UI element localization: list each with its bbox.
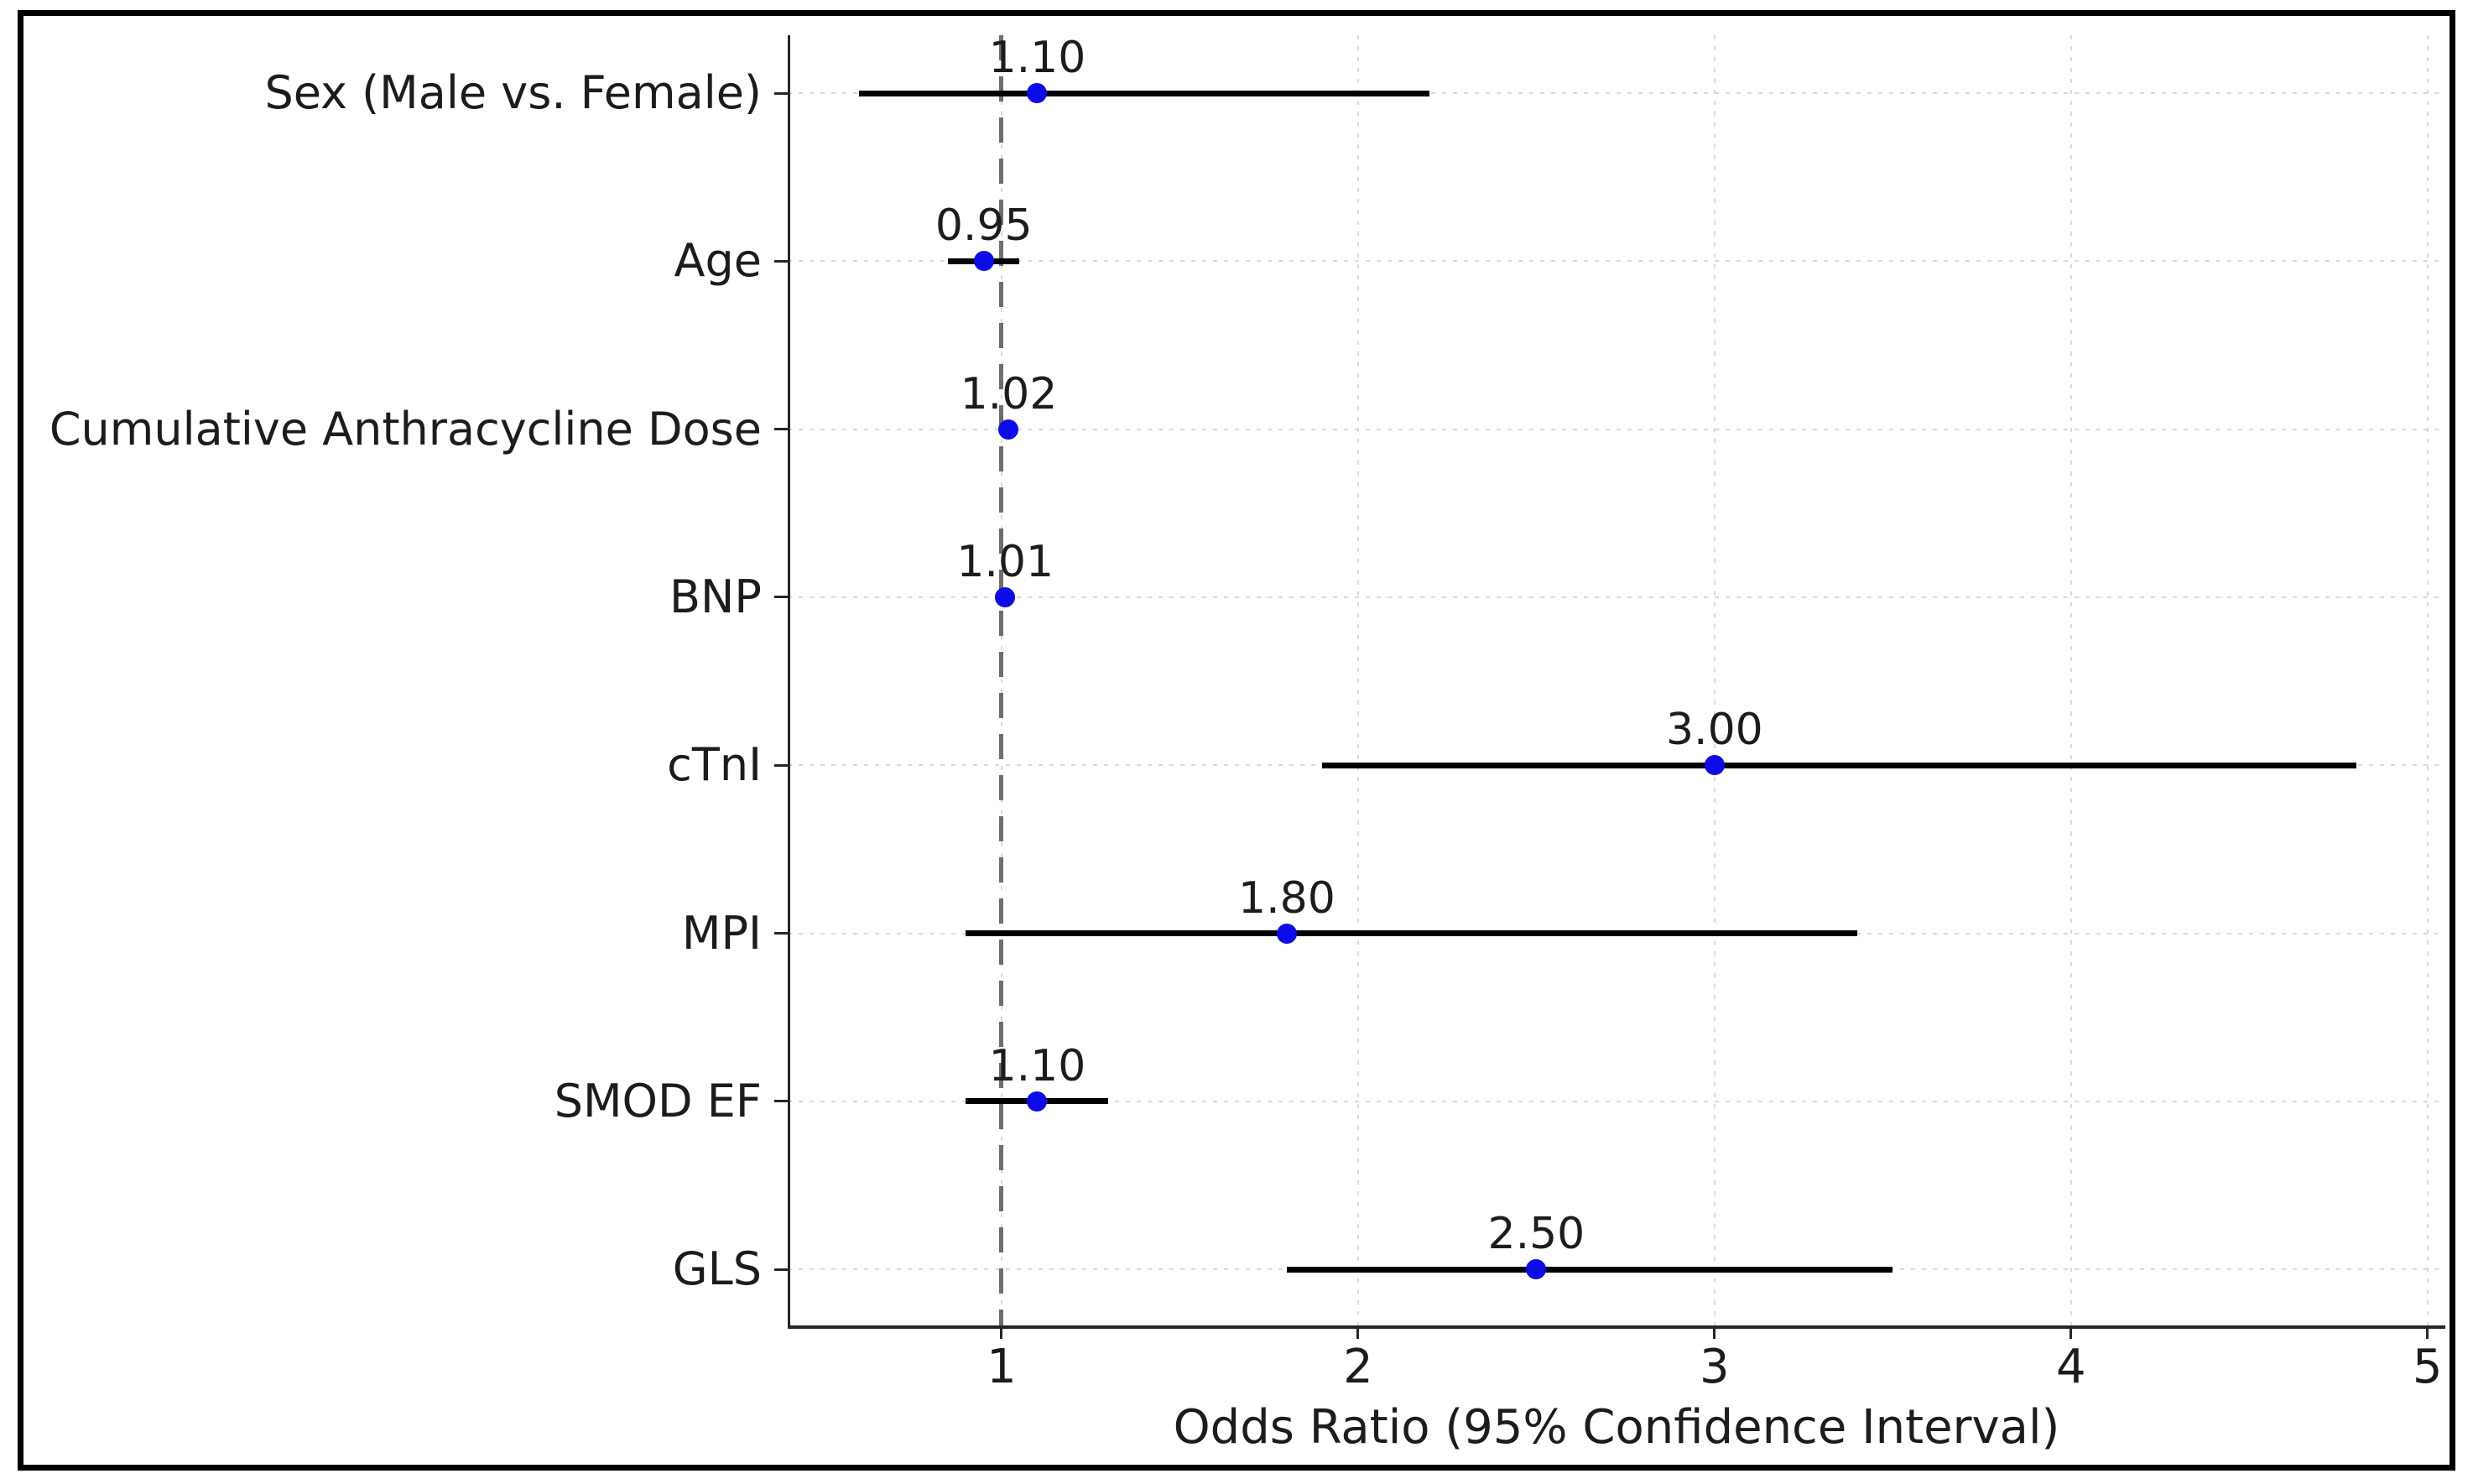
y-category-label: cTnI	[667, 738, 762, 792]
odds-ratio-value-label: 3.00	[1665, 705, 1763, 756]
x-grid-line	[1713, 35, 1715, 1325]
x-tick-label: 5	[2412, 1340, 2443, 1394]
odds-ratio-value-label: 1.02	[960, 368, 1058, 419]
odds-ratio-value-label: 1.10	[988, 1040, 1086, 1091]
y-grid-line	[788, 596, 2445, 598]
reference-line-or-1	[999, 35, 1004, 1325]
x-axis-spine	[788, 1325, 2445, 1329]
x-tick-mark	[1356, 1325, 1360, 1339]
y-tick-mark	[774, 428, 788, 431]
odds-ratio-marker	[1027, 83, 1048, 103]
odds-ratio-value-label: 1.01	[956, 536, 1054, 587]
confidence-interval-line	[1286, 1266, 1893, 1273]
y-tick-mark	[774, 1100, 788, 1103]
x-tick-label: 3	[1700, 1340, 1730, 1394]
x-tick-label: 1	[987, 1340, 1017, 1394]
y-tick-mark	[774, 932, 788, 935]
x-tick-mark	[1000, 1325, 1003, 1339]
odds-ratio-marker	[998, 419, 1019, 440]
y-category-label: SMOD EF	[554, 1074, 762, 1127]
y-tick-mark	[774, 1268, 788, 1271]
odds-ratio-marker	[995, 586, 1016, 607]
y-tick-mark	[774, 259, 788, 263]
y-category-label: BNP	[669, 570, 762, 623]
y-grid-line	[788, 92, 2445, 94]
x-tick-label: 2	[1343, 1340, 1373, 1394]
confidence-interval-line	[966, 930, 1857, 936]
y-category-label: Age	[674, 234, 762, 288]
confidence-interval-line	[1322, 762, 2356, 768]
odds-ratio-value-label: 1.10	[988, 33, 1086, 83]
x-tick-mark	[2070, 1325, 2073, 1339]
odds-ratio-marker	[1027, 1091, 1048, 1112]
odds-ratio-value-label: 0.95	[935, 200, 1033, 252]
y-axis-spine	[788, 35, 790, 1325]
odds-ratio-marker	[973, 251, 994, 272]
odds-ratio-value-label: 1.80	[1238, 872, 1335, 924]
y-tick-mark	[774, 91, 788, 95]
y-grid-line	[788, 1100, 2445, 1102]
y-category-label: GLS	[672, 1242, 762, 1296]
y-grid-line	[788, 428, 2445, 430]
x-tick-mark	[2426, 1325, 2429, 1339]
y-tick-mark	[774, 763, 788, 767]
x-grid-line	[1356, 35, 1359, 1325]
figure-border-frame	[18, 10, 2455, 1471]
x-grid-line	[2426, 35, 2429, 1325]
x-axis-title: Odds Ratio (95% Confidence Interval)	[1173, 1400, 2060, 1455]
confidence-interval-line	[858, 90, 1429, 96]
odds-ratio-marker	[1526, 1259, 1547, 1280]
y-grid-line	[788, 260, 2445, 263]
y-category-label: MPI	[681, 906, 762, 960]
y-category-label: Cumulative Anthracycline Dose	[49, 402, 762, 456]
x-tick-mark	[1713, 1325, 1716, 1339]
odds-ratio-marker	[1704, 755, 1725, 776]
y-category-label: Sex (Male vs. Female)	[264, 66, 762, 119]
odds-ratio-marker	[1276, 923, 1297, 944]
plot-area: 1.10 0.95 1.02 1.01 3.00 1.80 1.10 2.50	[788, 35, 2445, 1325]
x-grid-line	[2070, 35, 2072, 1325]
x-tick-label: 4	[2055, 1340, 2086, 1394]
y-tick-mark	[774, 596, 788, 599]
odds-ratio-value-label: 2.50	[1487, 1209, 1585, 1260]
